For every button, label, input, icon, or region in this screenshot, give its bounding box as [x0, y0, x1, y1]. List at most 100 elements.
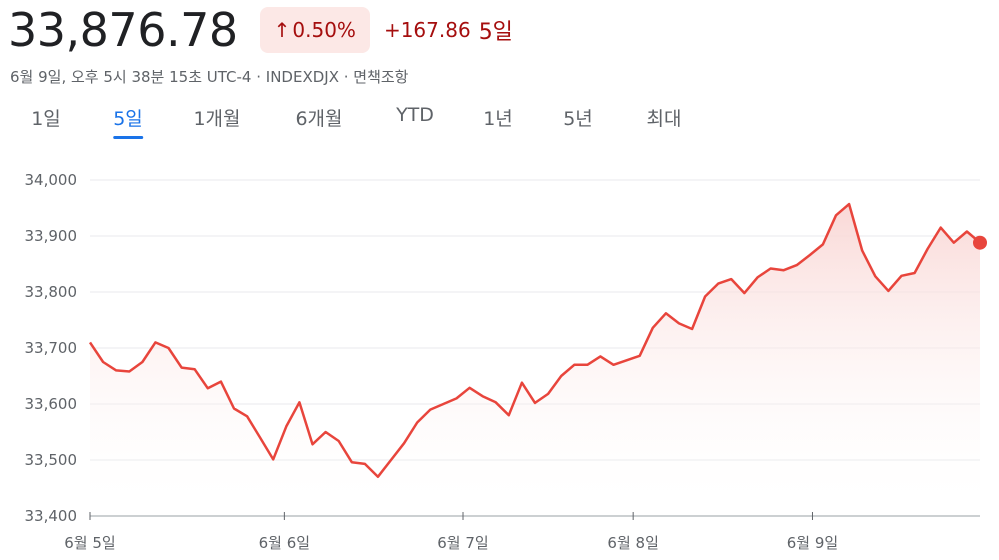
data-point — [403, 442, 405, 444]
data-point — [835, 214, 837, 216]
data-point — [625, 359, 627, 361]
data-point — [796, 264, 798, 266]
data-point — [416, 421, 418, 423]
tab-ytd[interactable]: YTD — [396, 104, 434, 126]
data-point — [953, 242, 955, 244]
data-point — [874, 275, 876, 277]
x-tick-label: 6월 8일 — [607, 534, 658, 552]
data-point — [233, 407, 235, 409]
absolute-change-group: +167.86 5일 — [384, 14, 513, 46]
data-point — [442, 403, 444, 405]
data-point — [756, 276, 758, 278]
x-tick-label: 6월 6일 — [259, 534, 310, 552]
last-price-dot — [973, 235, 987, 250]
data-point — [207, 387, 209, 389]
change-period: 5일 — [478, 20, 513, 45]
data-point — [599, 355, 601, 357]
x-tick-label: 6월 7일 — [437, 534, 488, 552]
data-point — [377, 476, 379, 478]
data-point — [272, 458, 274, 460]
data-point — [665, 312, 667, 314]
data-point — [769, 267, 771, 269]
y-tick-label: 33,800 — [25, 283, 78, 301]
data-point — [783, 269, 785, 271]
data-point — [730, 278, 732, 280]
data-point — [128, 370, 130, 372]
tab-1-day[interactable]: 1일 — [31, 108, 61, 130]
data-point — [455, 397, 457, 399]
x-tick-label: 6월 5일 — [64, 534, 115, 552]
data-point — [481, 395, 483, 397]
price-line — [88, 202, 981, 479]
data-point — [364, 463, 366, 465]
y-tick-label: 33,400 — [25, 507, 78, 525]
data-point — [612, 364, 614, 366]
data-point — [861, 249, 863, 251]
data-point — [311, 443, 313, 445]
data-point — [115, 369, 117, 371]
data-point — [966, 230, 968, 232]
data-point — [298, 401, 300, 403]
data-point — [167, 347, 169, 349]
data-point — [652, 327, 654, 329]
data-point — [508, 414, 510, 416]
data-point — [220, 380, 222, 382]
data-point — [678, 322, 680, 324]
data-point — [89, 341, 91, 343]
data-point — [913, 272, 915, 274]
x-tick-label: 6월 9일 — [787, 534, 838, 552]
y-tick-label: 34,000 — [25, 171, 78, 189]
data-point — [926, 248, 928, 250]
data-point — [246, 415, 248, 417]
percent-change-badge: ↑ 0.50% — [259, 7, 370, 53]
tab-1-month[interactable]: 1개월 — [193, 108, 241, 130]
data-point — [547, 393, 549, 395]
data-point — [521, 382, 523, 384]
up-arrow-icon: ↑ — [273, 18, 291, 42]
data-point — [338, 440, 340, 442]
percent-change: 0.50% — [292, 18, 356, 42]
data-point — [639, 355, 641, 357]
current-price: 33,876.78 — [8, 3, 238, 57]
data-point — [743, 292, 745, 294]
quote-timestamp-source: 6월 9일, 오후 5시 38분 15초 UTC-4 · INDEXDJX · … — [10, 68, 409, 86]
data-point — [560, 375, 562, 377]
tab-max[interactable]: 최대 — [646, 108, 682, 130]
data-point — [704, 295, 706, 297]
data-point — [717, 282, 719, 284]
tab-5-day[interactable]: 5일 — [113, 104, 143, 139]
data-point — [141, 361, 143, 363]
absolute-change: +167.86 — [383, 18, 471, 42]
data-point — [154, 341, 156, 343]
data-point — [390, 459, 392, 461]
data-point — [940, 226, 942, 228]
data-point — [586, 364, 588, 366]
data-point — [102, 361, 104, 363]
data-point — [573, 364, 575, 366]
y-tick-label: 33,500 — [25, 451, 78, 469]
y-tick-label: 33,600 — [25, 395, 78, 413]
data-point — [324, 431, 326, 433]
tab-1-year[interactable]: 1년 — [483, 108, 513, 130]
data-point — [848, 203, 850, 205]
data-point — [285, 425, 287, 427]
data-point — [495, 401, 497, 403]
y-tick-label: 33,900 — [25, 227, 78, 245]
quote-header: 33,876.78 ↑ 0.50% +167.86 5일 — [8, 2, 513, 58]
data-point — [534, 402, 536, 404]
area-fill — [90, 204, 980, 516]
data-point — [809, 254, 811, 256]
data-point — [691, 328, 693, 330]
data-point — [429, 408, 431, 410]
data-point — [887, 290, 889, 292]
tab-5-year[interactable]: 5년 — [563, 108, 593, 130]
y-tick-label: 33,700 — [25, 339, 78, 357]
data-point — [468, 387, 470, 389]
tab-6-month[interactable]: 6개월 — [295, 108, 343, 130]
data-point — [900, 275, 902, 277]
data-point — [259, 436, 261, 438]
data-point — [351, 461, 353, 463]
data-point — [180, 366, 182, 368]
data-point — [822, 243, 824, 245]
